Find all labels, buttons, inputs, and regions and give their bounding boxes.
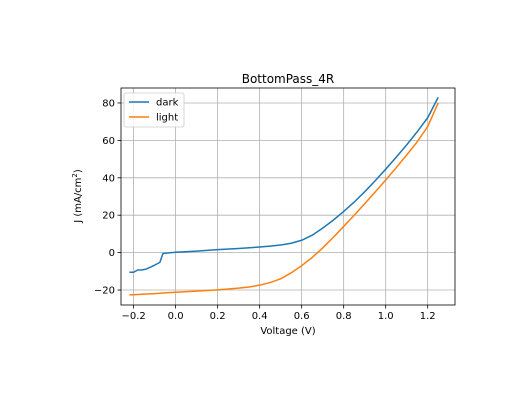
y-axis-ticks: −20 0 20 40 60 80 bbox=[94, 98, 121, 297]
y-tick-label: 0 bbox=[109, 248, 115, 259]
legend: dark light bbox=[123, 92, 185, 128]
y-tick-label: −20 bbox=[94, 286, 115, 297]
x-tick-label: −0.2 bbox=[121, 311, 145, 322]
x-tick-label: 1.2 bbox=[420, 311, 436, 322]
x-tick-label: 0.2 bbox=[210, 311, 226, 322]
series-layer bbox=[129, 97, 439, 296]
y-tick-label: 20 bbox=[102, 211, 115, 222]
chart-title: BottomPass_4R bbox=[242, 72, 335, 86]
y-axis-label-sup: 2 bbox=[71, 173, 79, 177]
x-axis-ticks: −0.2 0.0 0.2 0.4 0.6 0.8 1.0 1.2 bbox=[121, 305, 436, 322]
y-tick-label: 80 bbox=[102, 98, 115, 109]
y-axis-label-close: ) bbox=[73, 169, 84, 173]
y-axis-label-main: J (mA/cm bbox=[73, 178, 84, 224]
legend-label-light: light bbox=[156, 113, 178, 124]
x-tick-label: 0.6 bbox=[294, 311, 310, 322]
x-tick-label: 0.0 bbox=[168, 311, 184, 322]
x-axis-label: Voltage (V) bbox=[260, 326, 315, 337]
x-tick-label: 0.4 bbox=[252, 311, 268, 322]
x-tick-label: 0.8 bbox=[336, 311, 352, 322]
y-tick-label: 60 bbox=[102, 136, 115, 147]
x-tick-label: 1.0 bbox=[378, 311, 394, 322]
grid-lines bbox=[121, 88, 455, 305]
series-line-dark bbox=[129, 97, 439, 274]
legend-label-dark: dark bbox=[156, 98, 179, 109]
series-line-light bbox=[129, 102, 439, 296]
y-tick-label: 40 bbox=[102, 173, 115, 184]
plot-frame bbox=[120, 87, 456, 306]
y-axis-label: J (mA/cm2) bbox=[71, 169, 84, 224]
